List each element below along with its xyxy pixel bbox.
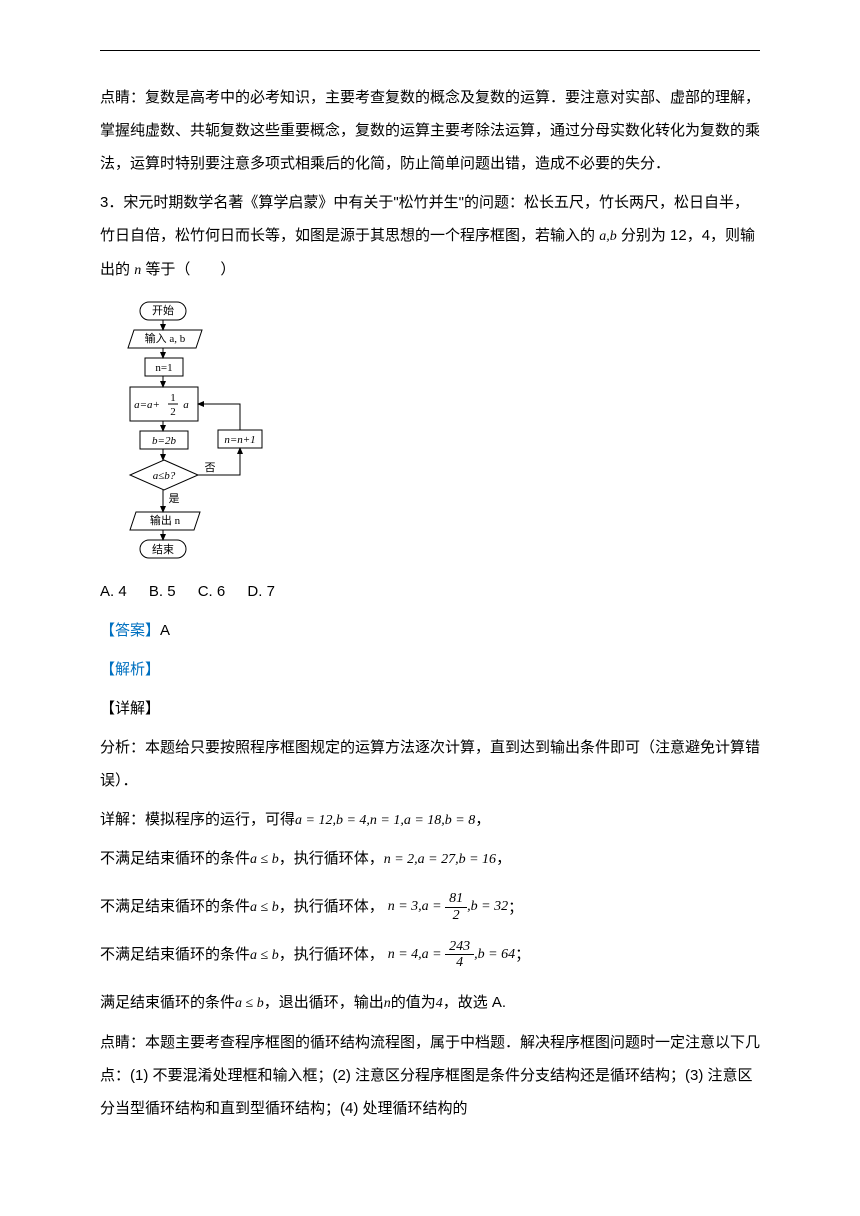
step1-tail: ， bbox=[475, 811, 490, 828]
q3-stem: 3．宋元时期数学名著《算学启蒙》中有关于"松竹并生"的问题：松长五尺，竹长两尺，… bbox=[100, 186, 760, 287]
opt-c: C. 6 bbox=[198, 583, 226, 600]
step2: 不满足结束循环的条件a ≤ b，执行循环体，n = 2,a = 27,b = 1… bbox=[100, 842, 760, 876]
svg-text:a≤b?: a≤b? bbox=[153, 470, 176, 482]
svg-text:b=2b: b=2b bbox=[152, 435, 176, 447]
svg-text:a: a bbox=[183, 399, 189, 411]
step2-exec: ，执行循环体， bbox=[279, 850, 384, 867]
svg-text:1: 1 bbox=[170, 392, 176, 404]
svg-text:n=1: n=1 bbox=[155, 362, 172, 374]
step3-pre: 不满足结束循环的条件a ≤ b，执行循环体， bbox=[100, 890, 384, 924]
step5-c: 的值为 bbox=[391, 994, 436, 1011]
step4: 不满足结束循环的条件a ≤ b，执行循环体， n = 4,a = 2434,b … bbox=[100, 938, 760, 972]
step2-pre: 不满足结束循环的条件 bbox=[100, 850, 250, 867]
top-rule bbox=[100, 50, 760, 51]
step5-cond: a ≤ b bbox=[235, 996, 264, 1011]
analysis: 分析：本题给只要按照程序框图规定的运算方法逐次计算，直到达到输出条件即可（注意避… bbox=[100, 731, 760, 797]
dianjing-2: 点睛：本题主要考查程序框图的循环结构流程图，属于中档题．解决程序框图问题时一定注… bbox=[100, 1026, 760, 1125]
step2-expr: n = 2,a = 27,b = 16 bbox=[384, 852, 496, 867]
opt-b: B. 5 bbox=[149, 583, 176, 600]
svg-text:是: 是 bbox=[169, 492, 180, 505]
answer-val: A bbox=[160, 622, 170, 639]
step2-cond: a ≤ b bbox=[250, 852, 279, 867]
opt-d: D. 7 bbox=[247, 583, 275, 600]
q3-stem-3: 等于（ ） bbox=[145, 261, 235, 278]
dianjing-1: 点睛：复数是高考中的必考知识，主要考查复数的概念及复数的运算．要注意对实部、虚部… bbox=[100, 81, 760, 180]
step1-pre: 详解：模拟程序的运行，可得 bbox=[100, 811, 295, 828]
step4-tail: ； bbox=[515, 938, 530, 971]
svg-text:结束: 结束 bbox=[152, 543, 174, 556]
step5-d: ，故选 A. bbox=[443, 994, 506, 1011]
answer-line: 【答案】A bbox=[100, 614, 760, 647]
step3: 不满足结束循环的条件a ≤ b，执行循环体， n = 3,a = 812,b =… bbox=[100, 890, 760, 924]
step4-expr: n = 4,a = 2434,b = 64 bbox=[388, 939, 515, 971]
xiangjie-label: 【详解】 bbox=[100, 692, 760, 725]
step5-a: 满足结束循环的条件 bbox=[100, 994, 235, 1011]
svg-text:n=n+1: n=n+1 bbox=[224, 434, 255, 446]
svg-text:输入 a, b: 输入 a, b bbox=[145, 331, 186, 345]
step5: 满足结束循环的条件a ≤ b，退出循环，输出n的值为4，故选 A. bbox=[100, 986, 760, 1020]
answer-label: 【答案】 bbox=[100, 622, 160, 639]
q3-options: A. 4 B. 5 C. 6 D. 7 bbox=[100, 575, 760, 608]
step2-tail: ， bbox=[496, 850, 511, 867]
var-n: n bbox=[134, 263, 141, 278]
step1: 详解：模拟程序的运行，可得a = 12,b = 4,n = 1,a = 18,b… bbox=[100, 803, 760, 837]
svg-text:a=a+: a=a+ bbox=[134, 399, 160, 411]
step5-val: 4 bbox=[436, 996, 443, 1011]
svg-text:2: 2 bbox=[170, 406, 176, 418]
step4-pre: 不满足结束循环的条件a ≤ b，执行循环体， bbox=[100, 938, 384, 972]
step5-b: ，退出循环，输出 bbox=[264, 994, 384, 1011]
step1-expr: a = 12,b = 4,n = 1,a = 18,b = 8 bbox=[295, 813, 475, 828]
svg-text:否: 否 bbox=[205, 462, 216, 474]
jiexi-label: 【解析】 bbox=[100, 653, 760, 686]
var-ab: a,b bbox=[599, 229, 617, 244]
opt-a: A. 4 bbox=[100, 583, 127, 600]
flowchart-svg: 开始 输入 a, b n=1 a=a+ 1 2 a b=2b a≤b? n=n+… bbox=[100, 297, 270, 567]
svg-text:输出 n: 输出 n bbox=[150, 513, 181, 527]
step5-n: n bbox=[384, 996, 391, 1011]
svg-text:开始: 开始 bbox=[152, 303, 174, 317]
flowchart-container: 开始 输入 a, b n=1 a=a+ 1 2 a b=2b a≤b? n=n+… bbox=[100, 297, 760, 567]
step3-tail: ； bbox=[508, 891, 523, 924]
step3-expr: n = 3,a = 812,b = 32 bbox=[388, 891, 508, 923]
